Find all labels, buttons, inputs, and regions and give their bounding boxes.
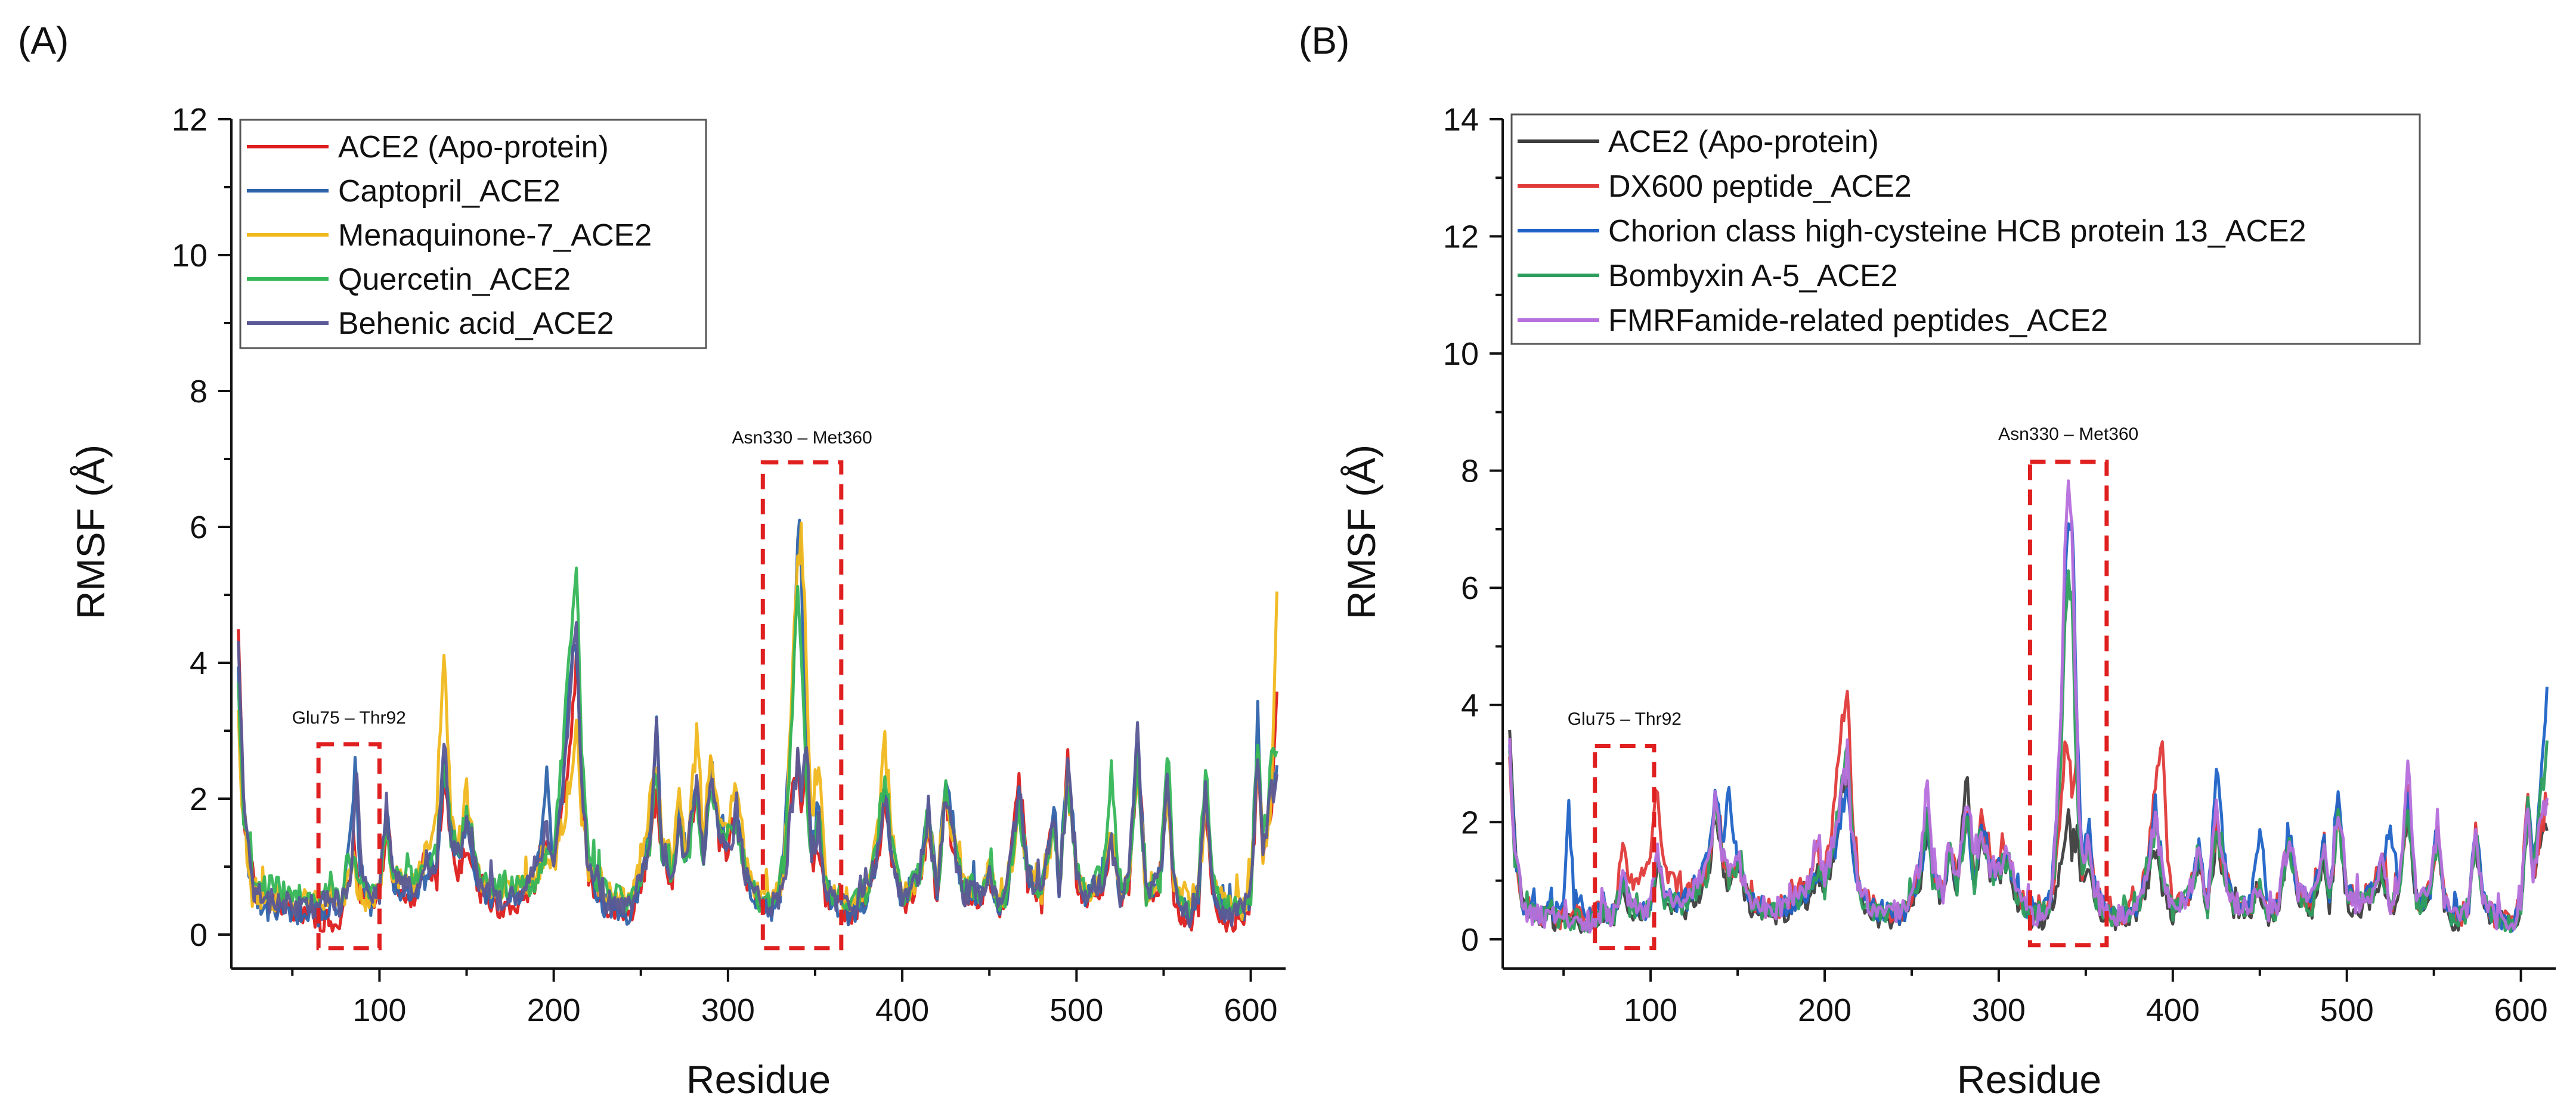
y-tick-label: 0: [190, 917, 208, 953]
x-tick-label: 200: [527, 992, 581, 1028]
panel-label: (B): [1299, 19, 1349, 62]
highlight-label: Asn330 – Met360: [1998, 424, 2138, 444]
x-tick-label: 600: [2494, 992, 2548, 1028]
x-axis-title: Residue: [1957, 1057, 2101, 1101]
highlight-box: [316, 742, 382, 951]
x-tick-label: 500: [2320, 992, 2374, 1028]
legend-entry: Chorion class high-cysteine HCB protein …: [1608, 214, 2306, 249]
panel-label: (A): [18, 19, 69, 62]
legend-entry: ACE2 (Apo-protein): [338, 130, 609, 165]
y-tick-label: 6: [190, 510, 208, 545]
x-tick-label: 500: [1049, 992, 1103, 1028]
y-tick-label: 2: [1461, 805, 1479, 840]
series-line-5: [1508, 479, 2549, 934]
y-tick-label: 12: [1443, 219, 1479, 255]
highlight-box: [760, 460, 844, 951]
legend-entry: Bombyxin A-5_ACE2: [1608, 259, 1898, 293]
highlight-label: Glu75 – Thr92: [292, 708, 406, 728]
y-tick-label: 4: [190, 646, 208, 681]
y-tick-label: 0: [1461, 922, 1479, 958]
y-tick-label: 10: [1443, 336, 1479, 372]
x-tick-label: 100: [352, 992, 406, 1028]
y-tick-label: 8: [1461, 454, 1479, 489]
legend-entry: Captopril_ACE2: [338, 174, 561, 209]
y-tick-label: 6: [1461, 570, 1479, 606]
legend-entry: FMRFamide-related peptides_ACE2: [1608, 303, 2108, 338]
x-axis-title: Residue: [686, 1057, 831, 1101]
legend-frame: [1510, 113, 2421, 345]
x-tick-label: 300: [1972, 992, 2026, 1028]
legend-entry: ACE2 (Apo-protein): [1608, 125, 1879, 159]
chart-panel-b: (B) 0 2 4 6 8 10 12 14 100 200 300 400 500 600 Residue R…: [1299, 19, 2556, 1101]
x-tick-label: 200: [1798, 992, 1852, 1028]
x-tick-label: 600: [1224, 992, 1277, 1028]
y-tick-label: 2: [190, 781, 208, 817]
legend: ACE2 (Apo-protein) Captopril_ACE2 Menaquin…: [239, 119, 707, 349]
y-tick-label: 10: [172, 238, 208, 274]
x-tick-label: 300: [701, 992, 755, 1028]
highlight-box: [1593, 744, 1657, 951]
highlight-label: Asn330 – Met360: [732, 428, 872, 448]
highlight-box: [2027, 460, 2109, 948]
legend-entry: Behenic acid_ACE2: [338, 306, 614, 341]
y-axis-title: RMSF (Å): [69, 445, 113, 619]
legend-entry: Menaquinone-7_ACE2: [338, 218, 652, 253]
x-tick-label: 400: [875, 992, 929, 1028]
y-axis-title: RMSF (Å): [1339, 445, 1383, 619]
legend-entry: Quercetin_ACE2: [338, 262, 571, 297]
y-tick-label: 14: [1443, 102, 1479, 138]
legend-entry: DX600 peptide_ACE2: [1608, 169, 1912, 204]
series-line-4: [237, 566, 1278, 919]
legend: ACE2 (Apo-protein) DX600 peptide_ACE2 Chor…: [1510, 113, 2421, 345]
y-tick-label: 4: [1461, 688, 1479, 724]
highlight-label: Glu75 – Thr92: [1568, 709, 1682, 729]
x-tick-label: 100: [1624, 992, 1677, 1028]
y-tick-label: 8: [190, 374, 208, 409]
chart-panel-a: (A) 0 2 4 6 8 10 12 100 200 300 400 500 600 Residue RMS…: [18, 19, 1286, 1101]
series-group: [237, 519, 1278, 933]
x-tick-label: 400: [2146, 992, 2200, 1028]
series-line-5: [237, 621, 1278, 929]
y-tick-label: 12: [172, 102, 208, 138]
